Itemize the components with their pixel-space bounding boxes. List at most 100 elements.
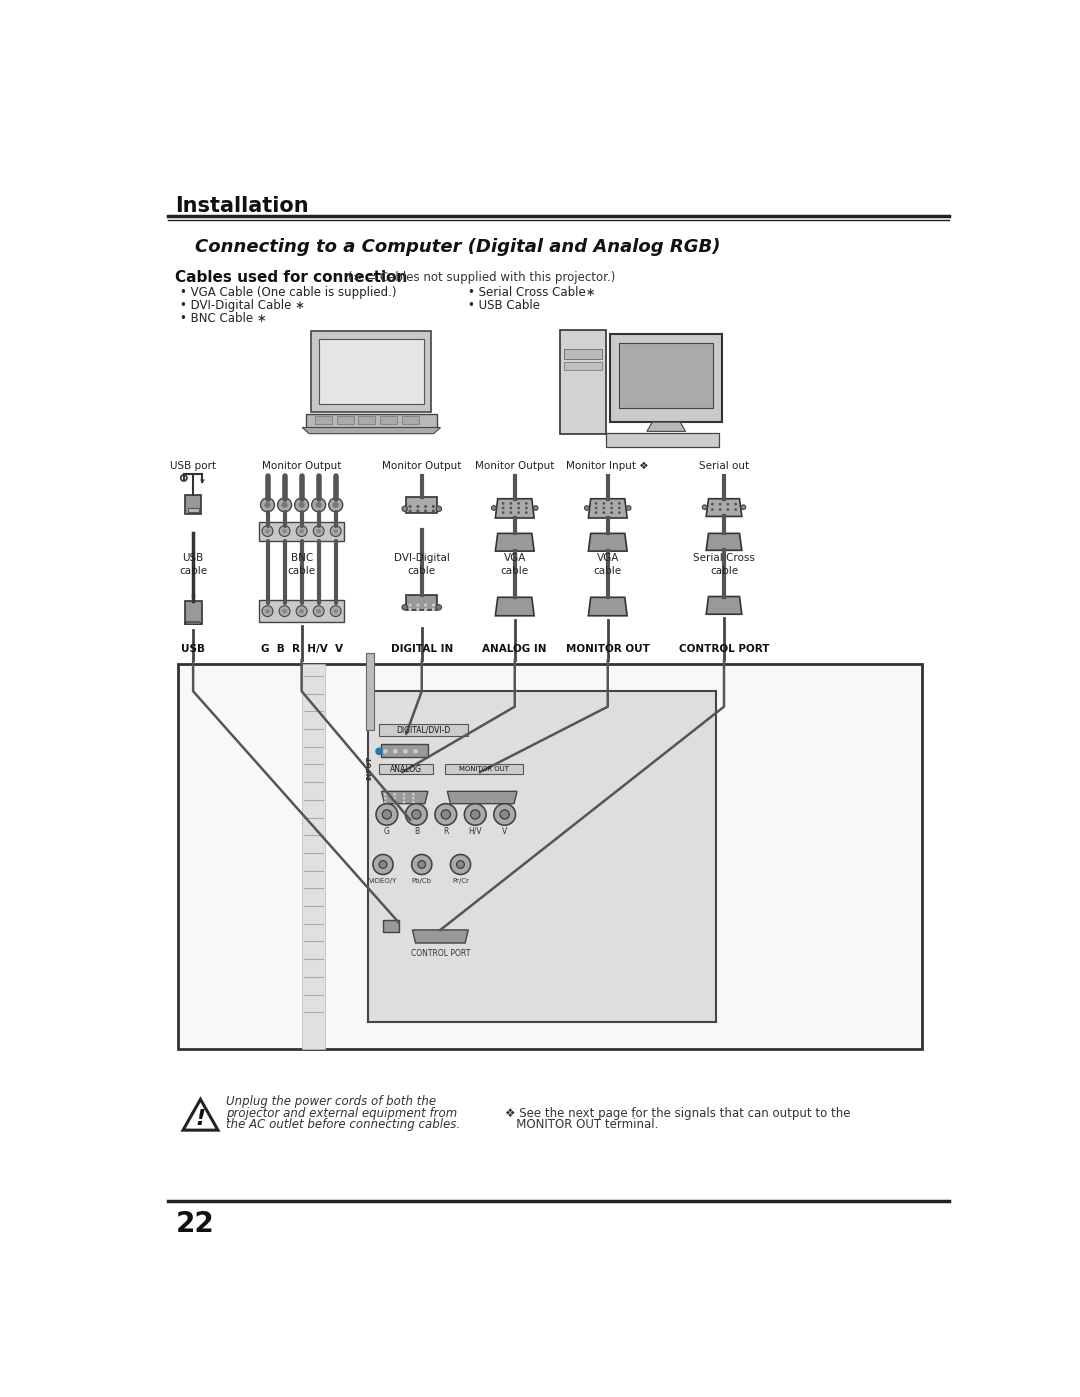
Circle shape — [313, 525, 324, 536]
Polygon shape — [337, 416, 353, 423]
Polygon shape — [647, 422, 686, 432]
Text: Monitor Output: Monitor Output — [475, 461, 554, 471]
Circle shape — [603, 507, 605, 510]
Polygon shape — [564, 362, 603, 370]
Circle shape — [265, 502, 271, 509]
Circle shape — [260, 497, 274, 511]
Circle shape — [432, 504, 435, 509]
Circle shape — [416, 608, 419, 610]
Circle shape — [313, 606, 324, 616]
Circle shape — [534, 506, 538, 510]
Text: DIGITAL IN: DIGITAL IN — [391, 644, 453, 654]
Circle shape — [330, 606, 341, 616]
Circle shape — [411, 810, 421, 819]
Polygon shape — [311, 331, 431, 412]
Text: Cables used for connection: Cables used for connection — [175, 270, 407, 285]
Circle shape — [403, 749, 408, 753]
Text: MONITOR OUT: MONITOR OUT — [459, 766, 509, 773]
Circle shape — [402, 506, 407, 511]
Text: ❖ See the next page for the signals that can output to the: ❖ See the next page for the signals that… — [505, 1106, 851, 1120]
Polygon shape — [183, 1099, 218, 1130]
Circle shape — [610, 507, 613, 510]
FancyBboxPatch shape — [406, 595, 437, 610]
Text: • VGA Cable (One cable is supplied.): • VGA Cable (One cable is supplied.) — [180, 286, 396, 299]
Circle shape — [416, 504, 419, 509]
Text: BNC
cable: BNC cable — [287, 553, 315, 576]
Text: H/V: H/V — [469, 827, 482, 835]
Polygon shape — [619, 342, 713, 408]
Circle shape — [295, 497, 309, 511]
Circle shape — [424, 604, 428, 606]
Circle shape — [411, 796, 415, 799]
Circle shape — [334, 609, 338, 613]
Polygon shape — [447, 791, 517, 803]
FancyBboxPatch shape — [177, 665, 921, 1049]
Polygon shape — [706, 597, 742, 615]
Circle shape — [432, 510, 435, 513]
Text: • BNC Cable ∗: • BNC Cable ∗ — [180, 312, 267, 326]
FancyBboxPatch shape — [186, 495, 201, 514]
Polygon shape — [302, 427, 441, 433]
Circle shape — [416, 604, 419, 606]
Text: USB port: USB port — [171, 461, 216, 471]
Circle shape — [402, 605, 407, 610]
FancyBboxPatch shape — [383, 921, 399, 932]
Circle shape — [500, 810, 510, 819]
Circle shape — [282, 502, 287, 509]
Polygon shape — [185, 622, 202, 624]
Circle shape — [418, 861, 426, 869]
Text: Monitor Output: Monitor Output — [262, 461, 341, 471]
Text: INPUT: INPUT — [367, 756, 373, 781]
Circle shape — [316, 609, 321, 613]
Circle shape — [393, 796, 396, 799]
Circle shape — [525, 507, 528, 510]
Circle shape — [618, 502, 621, 504]
Circle shape — [330, 525, 341, 536]
Circle shape — [517, 502, 521, 504]
Circle shape — [718, 503, 721, 506]
Polygon shape — [610, 334, 723, 422]
FancyBboxPatch shape — [366, 652, 374, 729]
Polygon shape — [306, 414, 437, 427]
Text: 22: 22 — [175, 1210, 214, 1238]
Text: Connecting to a Computer (Digital and Analog RGB): Connecting to a Computer (Digital and An… — [195, 237, 721, 256]
Circle shape — [282, 609, 287, 613]
Text: Unplug the power cords of both the: Unplug the power cords of both the — [227, 1095, 436, 1108]
Circle shape — [383, 793, 387, 796]
Polygon shape — [589, 499, 627, 518]
Circle shape — [502, 507, 504, 510]
Text: MONITOR OUT terminal.: MONITOR OUT terminal. — [505, 1118, 659, 1132]
FancyBboxPatch shape — [379, 724, 469, 736]
Text: V: V — [502, 827, 508, 835]
FancyBboxPatch shape — [188, 509, 199, 511]
Circle shape — [436, 506, 442, 511]
Circle shape — [408, 608, 411, 610]
Circle shape — [411, 800, 415, 803]
Polygon shape — [589, 534, 627, 550]
Circle shape — [502, 502, 504, 504]
FancyBboxPatch shape — [445, 764, 523, 774]
Circle shape — [379, 861, 387, 869]
Text: G  B  R  H/V  V: G B R H/V V — [260, 644, 342, 654]
Polygon shape — [200, 479, 205, 483]
Circle shape — [727, 503, 729, 506]
Text: Monitor Output: Monitor Output — [382, 461, 461, 471]
Text: MONITOR OUT: MONITOR OUT — [566, 644, 650, 654]
Circle shape — [734, 503, 737, 506]
Polygon shape — [496, 598, 535, 616]
Polygon shape — [402, 416, 419, 423]
Text: USB
cable: USB cable — [179, 553, 207, 576]
Text: DIGITAL/DVI-D: DIGITAL/DVI-D — [396, 725, 450, 735]
Polygon shape — [589, 598, 627, 616]
Circle shape — [403, 800, 405, 803]
Circle shape — [711, 503, 714, 506]
Circle shape — [702, 504, 707, 510]
Polygon shape — [564, 349, 603, 359]
Polygon shape — [496, 499, 535, 518]
Circle shape — [432, 608, 435, 610]
Circle shape — [278, 497, 292, 511]
Polygon shape — [359, 416, 375, 423]
Polygon shape — [380, 416, 397, 423]
Circle shape — [334, 529, 338, 534]
Circle shape — [282, 529, 287, 534]
